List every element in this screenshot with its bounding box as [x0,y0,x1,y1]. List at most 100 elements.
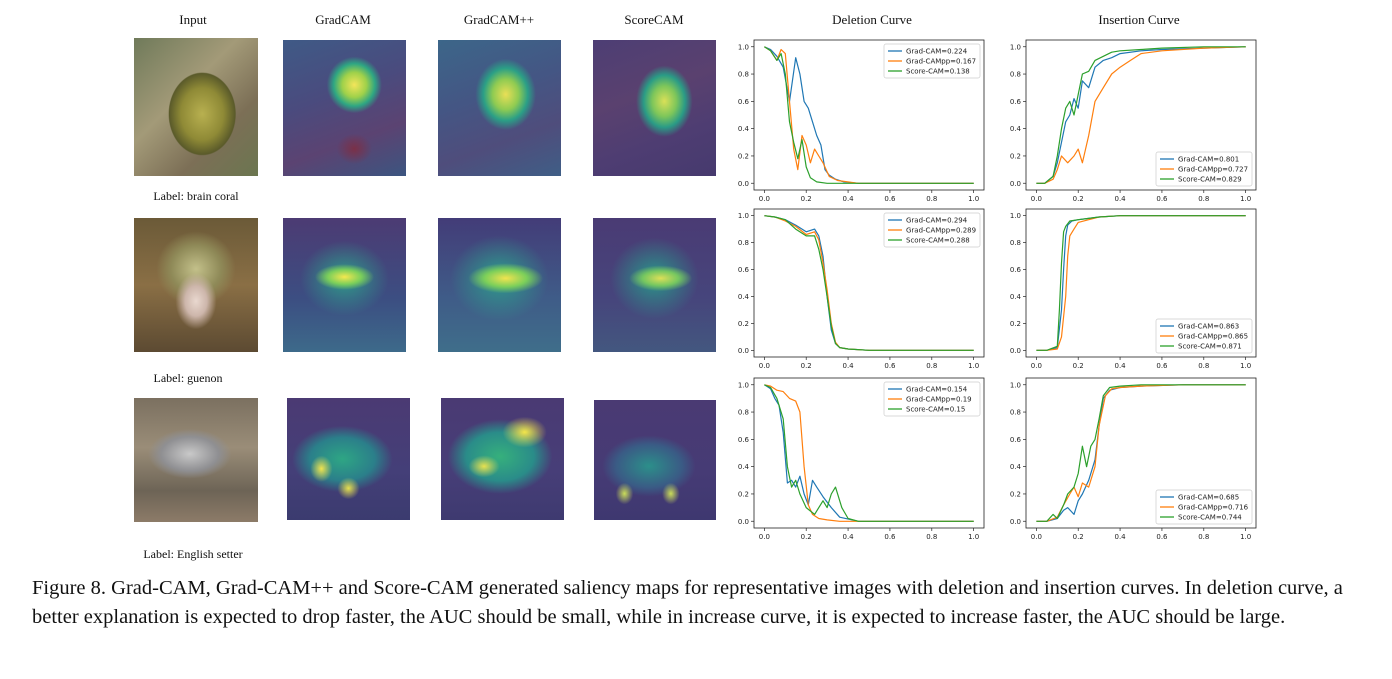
x-tick-label: 0.8 [926,362,937,370]
series-line [764,384,974,522]
legend-label: Grad-CAM=0.294 [906,217,968,225]
x-tick-label: 0.4 [1114,195,1126,203]
legend-label: Grad-CAMpp=0.865 [1178,333,1248,341]
x-tick-label: 0.8 [1198,362,1209,370]
gradcam-map-row2 [283,218,406,352]
legend-label: Grad-CAMpp=0.167 [906,58,976,66]
series-line [1036,384,1246,522]
y-tick-label: 1.0 [738,43,749,51]
x-tick-label: 0.0 [1031,362,1042,370]
y-tick-label: 0.6 [1010,98,1022,106]
x-tick-label: 0.0 [759,362,770,370]
scorecam-map-row2 [593,218,716,352]
legend-label: Grad-CAM=0.685 [1178,494,1239,502]
gradcampp-map-row2 [438,218,561,352]
y-tick-label: 0.2 [1010,320,1021,328]
y-tick-label: 0.6 [1010,436,1022,444]
legend-label: Grad-CAMpp=0.289 [906,227,976,235]
legend-label: Grad-CAMpp=0.727 [1178,166,1248,174]
x-tick-label: 0.0 [759,195,770,203]
legend-label: Grad-CAMpp=0.19 [906,396,972,404]
gradcam-map-row1 [283,40,406,176]
y-tick-label: 0.8 [1010,239,1021,247]
legend: Grad-CAM=0.294 Grad-CAMpp=0.289 Score-CAM=… [883,212,981,248]
header-gradcampp: GradCAM++ [463,12,535,27]
gradcampp-map-row3 [441,398,564,520]
scorecam-map-row3 [594,400,716,520]
y-tick-label: 0.6 [1010,266,1022,274]
legend-label: Grad-CAMpp=0.716 [1178,504,1249,512]
series-line [764,384,974,522]
y-tick-label: 0.0 [1010,180,1021,188]
gradcam-map-row3 [287,398,410,520]
legend-label: Score-CAM=0.744 [1178,514,1242,522]
x-tick-label: 0.0 [1031,195,1042,203]
x-tick-label: 1.0 [968,533,979,541]
legend-box [883,43,981,79]
y-tick-label: 0.2 [738,320,749,328]
x-tick-label: 1.0 [1240,533,1251,541]
x-tick-label: 0.8 [926,533,937,541]
x-tick-label: 0.2 [801,362,812,370]
x-tick-label: 0.4 [842,195,854,203]
x-tick-label: 1.0 [968,362,979,370]
y-tick-label: 0.6 [738,436,750,444]
legend-box [883,212,981,248]
x-tick-label: 1.0 [1240,195,1251,203]
y-tick-label: 0.0 [738,180,749,188]
y-tick-label: 0.4 [1010,463,1022,471]
x-tick-label: 0.2 [1073,533,1084,541]
legend-label: Score-CAM=0.871 [1178,343,1242,351]
legend: Grad-CAM=0.224 Grad-CAMpp=0.167 Score-CAM=… [883,43,981,79]
series-line [1036,46,1246,184]
series-line [764,46,974,184]
insertion-curve-row3: 0.0 0.2 0.4 0.6 0.8 1.0 0.0 0.2 0.4 0.6 0.8 1.0 Grad… [1010,377,1257,541]
y-tick-label: 1.0 [738,381,749,389]
y-tick-label: 0.0 [1010,518,1021,526]
x-tick-label: 1.0 [1240,362,1251,370]
legend-label: Score-CAM=0.15 [906,406,965,414]
y-tick-label: 0.2 [738,152,749,160]
legend-box [883,381,981,417]
y-tick-label: 0.2 [738,490,749,498]
legend-label: Grad-CAM=0.154 [906,386,968,394]
input-image-brain-coral [134,38,258,176]
y-tick-label: 0.4 [1010,293,1022,301]
header-gradcam: GradCAM [315,12,371,27]
gradcampp-map-row1 [438,40,561,176]
figure-caption: Figure 8. Grad-CAM, Grad-CAM++ and Score… [32,577,1343,628]
x-tick-label: 0.6 [884,362,896,370]
y-tick-label: 0.0 [738,518,749,526]
y-tick-label: 0.6 [738,266,750,274]
y-tick-label: 0.6 [738,98,750,106]
x-tick-label: 0.6 [1156,195,1168,203]
y-tick-label: 0.0 [1010,347,1021,355]
y-tick-label: 0.8 [1010,409,1021,417]
y-tick-label: 0.2 [1010,152,1021,160]
x-tick-label: 0.0 [759,533,770,541]
deletion-curve-row2: 0.0 0.2 0.4 0.6 0.8 1.0 0.0 0.2 0.4 0.6 0.8 1.0 Grad… [738,208,985,370]
x-tick-label: 0.4 [1114,362,1126,370]
y-tick-label: 0.4 [738,125,750,133]
insertion-curve-row2: 0.0 0.2 0.4 0.6 0.8 1.0 0.0 0.2 0.4 0.6 0.8 1.0 Grad… [1010,208,1257,370]
scorecam-map-row1 [593,40,716,176]
legend-box [1155,151,1253,187]
y-tick-label: 1.0 [1010,381,1021,389]
legend: Grad-CAM=0.863 Grad-CAMpp=0.865 Score-CAM=… [1155,318,1253,354]
input-image-guenon [134,218,258,352]
x-tick-label: 0.2 [1073,362,1084,370]
header-deletion: Deletion Curve [832,12,912,27]
y-tick-label: 1.0 [738,212,749,220]
header-input: Input [179,12,207,27]
legend-label: Grad-CAM=0.801 [1178,156,1239,164]
x-tick-label: 0.4 [1114,533,1126,541]
x-tick-label: 0.6 [884,533,896,541]
series-line [764,215,974,351]
x-tick-label: 0.6 [1156,362,1168,370]
x-tick-label: 0.0 [1031,533,1042,541]
insertion-curve-row1: 0.0 0.2 0.4 0.6 0.8 1.0 0.0 0.2 0.4 0.6 0.8 1.0 Grad… [1010,39,1257,203]
x-tick-label: 0.4 [842,533,854,541]
legend: Grad-CAM=0.685 Grad-CAMpp=0.716 Score-CAM=… [1155,489,1253,525]
x-tick-label: 0.8 [1198,195,1209,203]
x-tick-label: 0.2 [801,195,812,203]
